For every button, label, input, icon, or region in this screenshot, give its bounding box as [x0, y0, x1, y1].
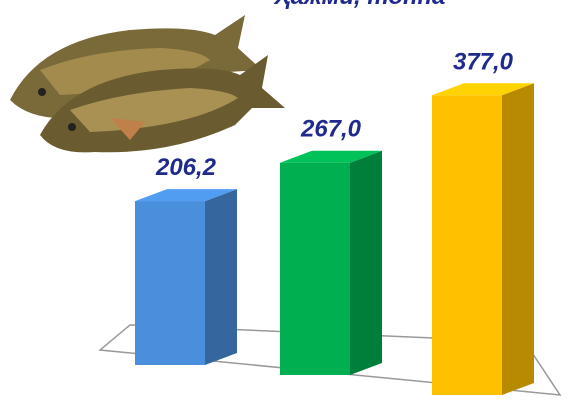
bar-top: [280, 150, 382, 163]
bar-top: [135, 189, 237, 202]
bar-top: [432, 83, 534, 96]
bar: [135, 201, 205, 365]
value-label: 267,0: [300, 116, 362, 143]
bar-side: [350, 150, 382, 375]
value-label: 377,0: [453, 48, 514, 75]
floor: [98, 324, 562, 396]
fish-image: [10, 15, 285, 153]
chart-title: Ҳажми, тонна: [273, 0, 446, 10]
value-label: 206,2: [155, 154, 217, 181]
bar-side: [502, 83, 534, 395]
bar: [432, 95, 502, 395]
bar-side: [205, 189, 237, 365]
bar: [280, 162, 350, 375]
